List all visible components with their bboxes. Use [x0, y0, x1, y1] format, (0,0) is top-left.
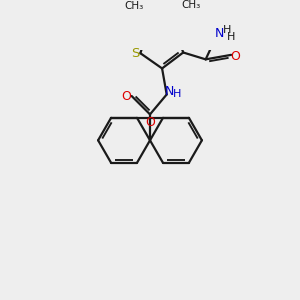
- Text: O: O: [121, 89, 131, 103]
- Text: H: H: [223, 26, 231, 35]
- Text: O: O: [231, 50, 241, 63]
- Text: CH₃: CH₃: [182, 0, 201, 10]
- Text: H: H: [227, 32, 235, 42]
- Text: H: H: [173, 89, 181, 99]
- Text: O: O: [145, 116, 155, 129]
- Text: N: N: [164, 85, 174, 98]
- Text: CH₃: CH₃: [124, 1, 144, 11]
- Text: N: N: [215, 27, 224, 40]
- Text: S: S: [131, 47, 139, 60]
